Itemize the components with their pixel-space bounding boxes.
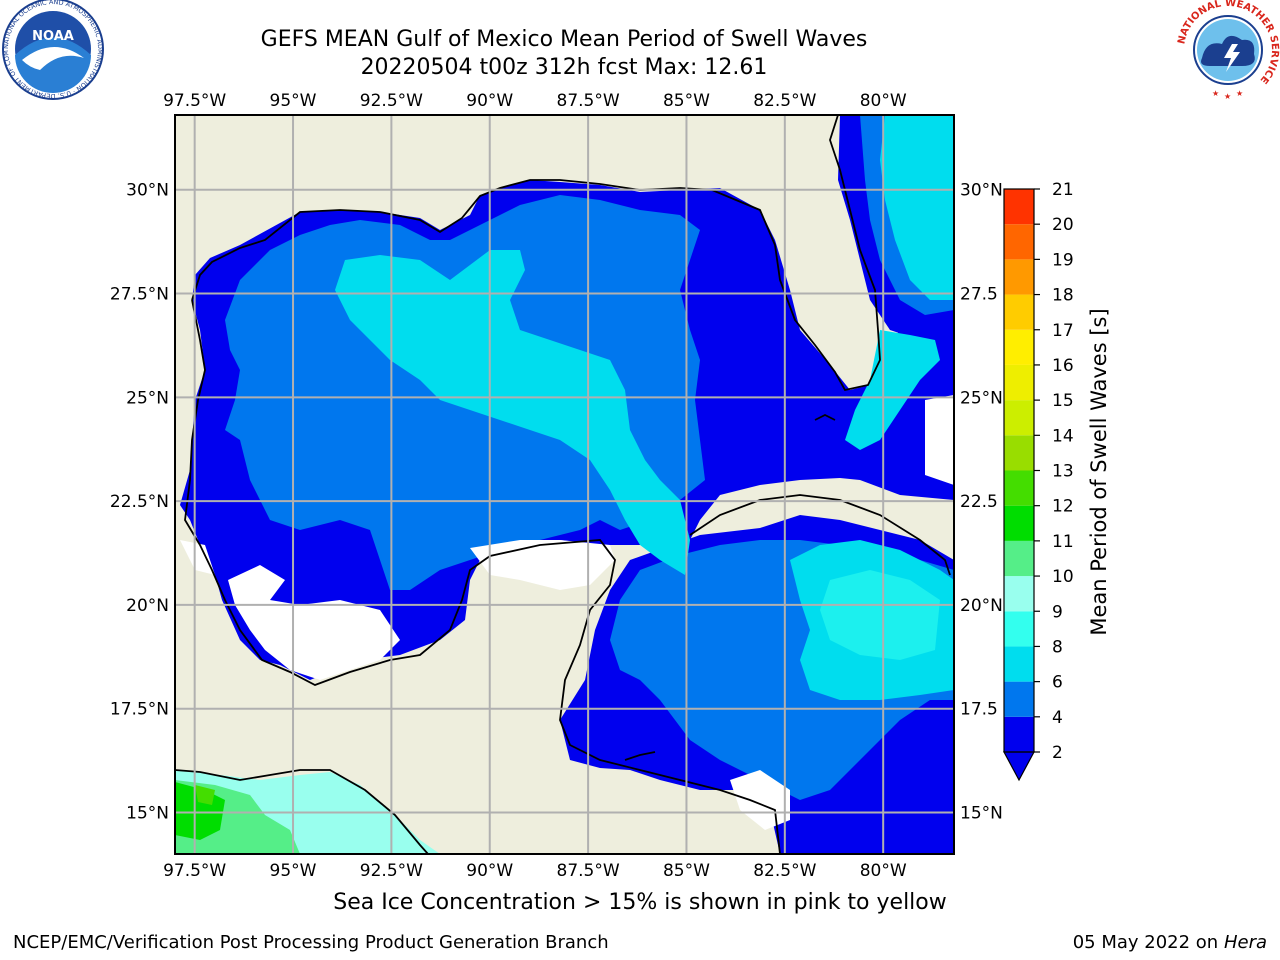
map-gridlines (175, 115, 954, 854)
lon-label-top: 90°W (466, 91, 513, 111)
lon-label-top: 95°W (270, 91, 317, 111)
footer-date-text: 05 May 2022 on (1072, 932, 1219, 953)
footer-host: Hera (1223, 932, 1267, 953)
svg-text:★: ★ (1212, 89, 1219, 98)
lon-label-top: 82.5°W (753, 91, 816, 111)
lat-label-right: 25°N (960, 388, 1003, 408)
lat-label-right: 27.5 (960, 285, 998, 305)
lat-label-right: 20°N (960, 596, 1003, 616)
map-subtitle: 20220504 t00z 312h fcst Max: 12.61 (360, 55, 768, 80)
colorbar-min-extension (1002, 751, 1036, 782)
lon-label-bottom: 92.5°W (360, 861, 423, 881)
colorbar-swatch (1004, 400, 1034, 436)
lon-label-bottom: 90°W (466, 861, 513, 881)
colorbar-tick-label: 18 (1052, 286, 1074, 306)
colorbar-tick-label: 9 (1052, 602, 1063, 622)
atlantic-swell-6-8s (880, 115, 954, 300)
colorbar-swatch (1004, 470, 1034, 506)
coastlines (175, 115, 951, 854)
pacific-swell-11-12s (195, 785, 215, 805)
colorbar-tick-label: 2 (1052, 743, 1063, 763)
colorbar-tick-label: 20 (1052, 215, 1074, 235)
map-axis-labels: 97.5°W 97.5°W 95°W 95°W 92.5°W 92.5°W 90°W 90°W… (110, 91, 1003, 881)
lat-label-left: 17.5°N (110, 700, 169, 720)
lat-label-right: 22.5 (960, 492, 998, 512)
colorbar-tick-label: 17 (1052, 321, 1074, 341)
lon-label-bottom: 80°W (860, 861, 907, 881)
colorbar-tick-label: 21 (1052, 180, 1074, 200)
colorbar-swatch (1004, 329, 1034, 365)
sea-ice-note: Sea Ice Concentration > 15% is shown in … (333, 890, 947, 915)
colorbar-tick-label: 4 (1052, 708, 1063, 728)
lon-label-top: 87.5°W (557, 91, 620, 111)
no-data-florida-bay (925, 395, 954, 485)
colorbar-swatch (1004, 611, 1034, 647)
colorbar-tick-label: 13 (1052, 462, 1074, 482)
footer-credit: NCEP/EMC/Verification Post Processing Pr… (13, 932, 609, 953)
map-field (175, 115, 954, 854)
colorbar: 2 4 6 8 9 10 11 12 13 14 15 16 17 18 19 20 21 (1002, 180, 1074, 782)
no-data-bay-of-campeche (228, 565, 400, 680)
lon-label-bottom: 97.5°W (163, 861, 226, 881)
colorbar-swatch (1004, 505, 1034, 541)
colorbar-swatch (1004, 224, 1034, 260)
caribbean-swell-8-9s (820, 570, 940, 660)
colorbar-tick-label: 8 (1052, 637, 1063, 657)
lat-label-left: 15°N (126, 803, 169, 823)
colorbar-tick-label: 12 (1052, 497, 1074, 517)
lon-label-top: 85°W (663, 91, 710, 111)
lon-label-top: 92.5°W (360, 91, 423, 111)
colorbar-swatch (1004, 364, 1034, 401)
gulf-swell-6-8s (335, 250, 690, 575)
lat-label-right: 30°N (960, 181, 1003, 201)
lat-label-right: 15°N (960, 803, 1003, 823)
national-weather-service-logo: NATIONAL WEATHER SERVICE ★ ★ ★ (1176, 0, 1280, 101)
lat-label-left: 22.5°N (110, 492, 169, 512)
map-frame (174, 114, 955, 855)
colorbar-tick-label: 16 (1052, 356, 1074, 376)
svg-text:★: ★ (1224, 92, 1231, 101)
noaa-logo: NATIONAL OCEANIC AND ATMOSPHERIC ADMINIS… (0, 0, 104, 100)
colorbar-swatch (1004, 189, 1034, 225)
colorbar-tick-label: 6 (1052, 673, 1063, 693)
svg-text:★: ★ (1236, 89, 1243, 98)
colorbar-swatch (1004, 576, 1034, 612)
lon-label-bottom: 85°W (663, 861, 710, 881)
lon-label-bottom: 95°W (270, 861, 317, 881)
lat-label-left: 20°N (126, 596, 169, 616)
lon-label-bottom: 87.5°W (557, 861, 620, 881)
map-title: GEFS MEAN Gulf of Mexico Mean Period of … (260, 27, 868, 52)
no-data-gulf-of-mexico-pocket (180, 540, 215, 575)
colorbar-swatch (1004, 716, 1034, 752)
colorbar-swatch (1004, 540, 1034, 577)
colorbar-swatch (1004, 646, 1034, 682)
florida-keys-swell-6-8s (845, 330, 940, 450)
lat-label-left: 25°N (126, 388, 169, 408)
colorbar-tick-label: 10 (1052, 567, 1074, 587)
noaa-wordmark: NOAA (32, 29, 74, 44)
lon-label-top: 97.5°W (163, 91, 226, 111)
lat-label-right: 17.5 (960, 700, 998, 720)
lon-label-top: 80°W (860, 91, 907, 111)
lat-label-left: 27.5°N (110, 285, 169, 305)
footer-date: 05 May 2022 on Hera (1073, 932, 1267, 953)
colorbar-swatch (1004, 259, 1034, 295)
colorbar-tick-label: 19 (1052, 250, 1074, 270)
colorbar-swatch (1004, 294, 1034, 330)
colorbar-tick-label: 14 (1052, 426, 1074, 446)
colorbar-tick-label: 15 (1052, 391, 1074, 411)
colorbar-label: Mean Period of Swell Waves [s] (1087, 308, 1111, 635)
colorbar-swatch (1004, 435, 1034, 471)
lon-label-bottom: 82.5°W (753, 861, 816, 881)
colorbar-swatch (1004, 681, 1034, 717)
colorbar-tick-label: 11 (1052, 532, 1074, 552)
lat-label-left: 30°N (126, 181, 169, 201)
